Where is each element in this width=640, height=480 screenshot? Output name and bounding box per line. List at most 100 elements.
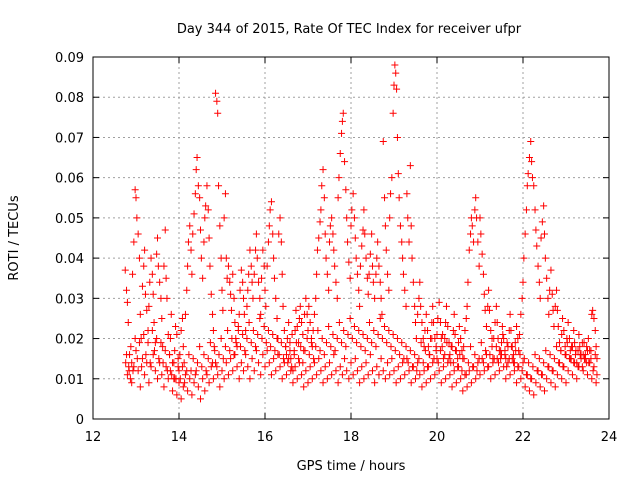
data-point xyxy=(454,363,462,371)
data-point xyxy=(164,331,172,339)
data-point xyxy=(123,298,131,306)
data-point xyxy=(313,246,321,254)
data-point xyxy=(355,327,363,335)
data-point xyxy=(197,395,204,403)
data-point xyxy=(161,226,169,234)
data-point xyxy=(123,351,131,359)
data-point xyxy=(204,206,212,214)
data-point xyxy=(250,270,258,278)
data-point xyxy=(224,262,232,270)
data-point xyxy=(322,339,330,347)
data-point xyxy=(450,367,458,375)
data-point xyxy=(160,383,168,391)
y-tick-label: 0.07 xyxy=(55,131,84,146)
data-point xyxy=(512,347,520,355)
data-point xyxy=(373,363,381,371)
y-tick-label: 0.09 xyxy=(55,51,84,66)
data-point xyxy=(124,318,132,326)
data-point xyxy=(416,278,424,286)
data-point xyxy=(359,226,367,234)
data-point xyxy=(513,322,521,330)
data-point xyxy=(351,234,359,242)
data-point xyxy=(342,186,350,194)
data-point xyxy=(133,214,141,222)
data-point xyxy=(532,379,540,387)
data-point xyxy=(543,375,551,383)
data-point xyxy=(335,174,343,182)
data-point xyxy=(379,367,387,375)
data-point xyxy=(141,246,149,254)
data-point xyxy=(369,262,376,270)
data-point xyxy=(462,314,470,322)
data-point xyxy=(295,314,303,322)
data-point xyxy=(302,294,310,302)
data-point xyxy=(140,331,148,339)
data-point xyxy=(197,254,205,262)
data-point xyxy=(222,254,230,262)
data-point xyxy=(465,246,473,254)
y-tick-labels: 0 0.01 0.02 0.03 0.04 0.05 0.06 0.07 0.08 0.09 xyxy=(55,51,84,428)
data-point xyxy=(448,383,456,391)
data-point xyxy=(365,318,373,326)
data-point xyxy=(138,282,146,290)
data-point xyxy=(252,343,260,351)
data-point xyxy=(266,206,274,214)
data-point xyxy=(331,347,339,355)
data-point xyxy=(392,69,400,77)
data-point xyxy=(479,359,487,367)
data-point xyxy=(183,286,191,294)
data-point xyxy=(376,314,384,322)
data-point xyxy=(245,318,253,326)
data-point xyxy=(227,355,235,363)
data-point xyxy=(475,262,483,270)
data-point xyxy=(531,351,539,359)
data-point xyxy=(443,339,451,347)
data-point xyxy=(447,343,455,351)
data-point xyxy=(393,133,401,141)
data-point xyxy=(411,351,419,359)
data-point xyxy=(306,318,314,326)
data-point xyxy=(312,294,320,302)
data-point xyxy=(391,347,399,355)
data-point xyxy=(401,371,409,379)
data-point xyxy=(163,294,171,302)
data-point xyxy=(571,339,579,347)
data-point xyxy=(384,359,392,367)
data-point xyxy=(395,194,403,202)
data-point xyxy=(507,327,515,335)
data-point xyxy=(424,363,432,371)
data-point xyxy=(196,194,204,202)
data-point xyxy=(163,367,171,375)
data-point xyxy=(321,230,329,238)
data-point xyxy=(178,363,186,371)
data-point xyxy=(534,262,542,270)
x-tick-label: 24 xyxy=(601,430,618,445)
data-point xyxy=(317,367,325,375)
data-point xyxy=(345,375,353,383)
data-point xyxy=(278,375,286,383)
data-point xyxy=(196,343,204,351)
data-point xyxy=(360,206,368,214)
data-point xyxy=(424,327,432,335)
data-point xyxy=(589,367,597,375)
data-point xyxy=(255,359,263,367)
data-point xyxy=(343,367,351,375)
data-point xyxy=(218,367,226,375)
data-point xyxy=(429,302,437,310)
data-point xyxy=(506,310,514,318)
data-point xyxy=(561,343,569,351)
data-point xyxy=(503,339,511,347)
data-point xyxy=(451,331,459,339)
data-point xyxy=(408,363,416,371)
data-point xyxy=(360,375,368,383)
data-point xyxy=(214,109,222,117)
data-point xyxy=(592,379,600,387)
data-point xyxy=(177,395,185,403)
data-point xyxy=(438,343,446,351)
axis-ticks xyxy=(92,56,610,420)
data-point xyxy=(350,214,358,222)
data-point xyxy=(570,359,578,367)
data-point xyxy=(215,182,223,190)
data-point xyxy=(428,335,436,343)
data-point xyxy=(137,335,145,343)
